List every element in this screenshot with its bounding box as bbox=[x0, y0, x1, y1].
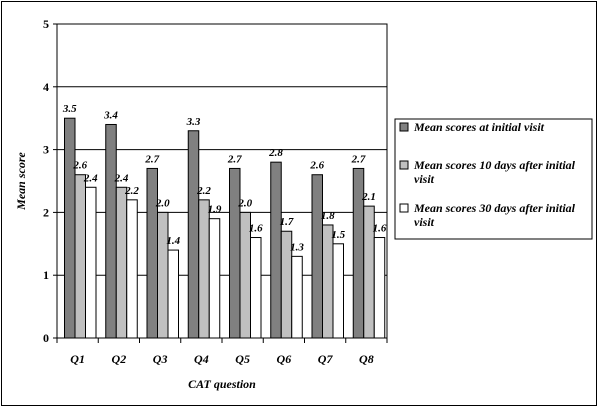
data-label: 2.2 bbox=[196, 185, 211, 197]
x-tick-label: Q4 bbox=[194, 352, 209, 366]
data-label: 1.7 bbox=[280, 216, 294, 228]
bar bbox=[85, 186, 97, 339]
data-label: 3.3 bbox=[186, 116, 201, 128]
bar bbox=[322, 224, 334, 339]
legend-label: Mean scores at initial visit bbox=[413, 120, 545, 134]
data-label: 2.6 bbox=[72, 160, 87, 172]
bar bbox=[208, 218, 221, 339]
legend-swatch bbox=[399, 203, 409, 213]
data-label: 2.7 bbox=[351, 153, 366, 165]
data-label: 2.0 bbox=[155, 197, 170, 209]
y-tick-label: 3 bbox=[43, 143, 49, 157]
data-label: 2.0 bbox=[237, 197, 252, 209]
data-label: 2.7 bbox=[227, 153, 242, 165]
bar bbox=[250, 237, 262, 339]
data-label: 1.9 bbox=[208, 204, 222, 216]
bar bbox=[187, 130, 200, 339]
bar bbox=[311, 174, 323, 339]
data-label: 2.6 bbox=[309, 160, 324, 172]
y-tick-label: 4 bbox=[43, 80, 49, 94]
y-tick-label: 5 bbox=[43, 17, 49, 31]
x-tick-label: Q8 bbox=[359, 352, 374, 366]
data-label: 1.3 bbox=[290, 241, 304, 253]
data-label: 1.8 bbox=[321, 210, 335, 222]
legend-label: Mean scores 30 days after initial visit bbox=[413, 201, 576, 229]
data-label: 1.6 bbox=[249, 223, 263, 235]
data-label: 1.5 bbox=[331, 229, 345, 241]
data-label: 1.4 bbox=[166, 235, 180, 247]
y-axis-ticks: 0 1 2 3 4 5 bbox=[43, 17, 57, 345]
y-tick-label: 2 bbox=[43, 205, 49, 219]
legend-label: Mean scores 10 days after initial visit bbox=[413, 158, 576, 186]
data-label: 2.2 bbox=[124, 185, 139, 197]
legend-swatch bbox=[399, 160, 409, 170]
x-tick-label: Q1 bbox=[70, 352, 85, 366]
bar bbox=[373, 237, 386, 339]
y-axis-title: Mean score bbox=[14, 152, 28, 211]
bar bbox=[167, 249, 179, 339]
data-label: 2.7 bbox=[144, 153, 159, 165]
data-label: 2.1 bbox=[361, 191, 376, 203]
data-label: 2.8 bbox=[268, 147, 283, 159]
x-tick-label: Q3 bbox=[153, 352, 168, 366]
bar bbox=[74, 174, 86, 339]
x-tick-label: Q7 bbox=[318, 352, 334, 366]
bar bbox=[332, 243, 344, 339]
bar bbox=[270, 161, 282, 339]
bar bbox=[64, 117, 76, 339]
bar bbox=[146, 167, 158, 339]
x-axis-title: CAT question bbox=[188, 377, 256, 391]
x-tick-label: Q2 bbox=[112, 352, 127, 366]
bar bbox=[291, 255, 303, 339]
y-tick-label: 0 bbox=[43, 331, 49, 345]
data-labels: 3.52.62.43.42.42.22.72.01.43.32.21.92.72… bbox=[62, 103, 387, 253]
data-label: 3.5 bbox=[62, 103, 77, 115]
legend-swatch bbox=[399, 122, 409, 132]
bars bbox=[64, 117, 386, 339]
bar bbox=[157, 211, 169, 339]
x-tick-label: Q5 bbox=[235, 352, 250, 366]
bar bbox=[229, 167, 241, 339]
bar bbox=[105, 123, 117, 339]
data-label: 1.6 bbox=[373, 223, 387, 235]
data-label: 2.4 bbox=[83, 172, 98, 184]
bar bbox=[115, 186, 128, 339]
x-tick-label: Q6 bbox=[277, 352, 292, 366]
data-label: 2.4 bbox=[114, 172, 129, 184]
data-label: 3.4 bbox=[103, 109, 118, 121]
legend: Mean scores at initial visit Mean scores … bbox=[394, 118, 593, 240]
x-axis-ticks: Q1 Q2 Q3 Q4 Q5 Q6 Q7 Q8 bbox=[56, 338, 388, 366]
bar bbox=[126, 199, 138, 339]
y-tick-label: 1 bbox=[43, 268, 49, 282]
legend-box bbox=[394, 118, 593, 240]
bar bbox=[198, 199, 210, 339]
